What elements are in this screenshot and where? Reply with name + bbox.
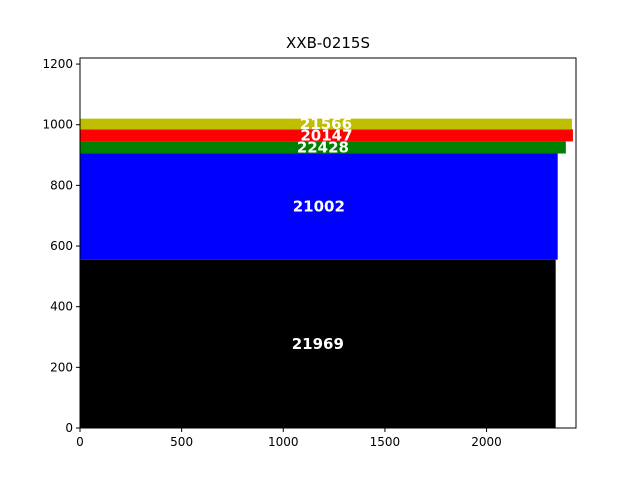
x-axis: 0 500 1000 1500 2000 [76,428,502,449]
bar-20147 [80,129,573,142]
bar-21566 [80,118,572,130]
y-tick-label: 1200 [42,57,73,71]
bar-label-21969: 21969 [292,335,344,353]
y-tick-label: 400 [50,300,73,314]
bar-21969 [80,259,556,428]
y-tick-label: 1000 [42,118,73,132]
x-tick-label: 1500 [370,435,401,449]
y-tick-label: 800 [50,178,73,192]
plot-frame [79,57,577,429]
bar-label-21566: 21566 [300,115,352,133]
y-tick-label: 0 [65,421,73,435]
bar-label-22428: 22428 [297,138,349,156]
x-tick-label: 0 [76,435,84,449]
x-tick-label: 2000 [471,435,502,449]
bar-22428 [80,141,566,154]
bars-layer [80,118,573,428]
bar-21002 [80,153,558,260]
bar-label-20147: 20147 [300,126,352,144]
x-tick-label: 1000 [268,435,299,449]
y-tick-label: 200 [50,360,73,374]
bar-label-21002: 21002 [293,198,345,216]
y-tick-label: 600 [50,239,73,253]
chart-title: XXB-0215S [286,34,370,52]
y-axis: 0 200 400 600 800 1000 1200 [42,57,80,435]
x-tick-label: 500 [170,435,193,449]
